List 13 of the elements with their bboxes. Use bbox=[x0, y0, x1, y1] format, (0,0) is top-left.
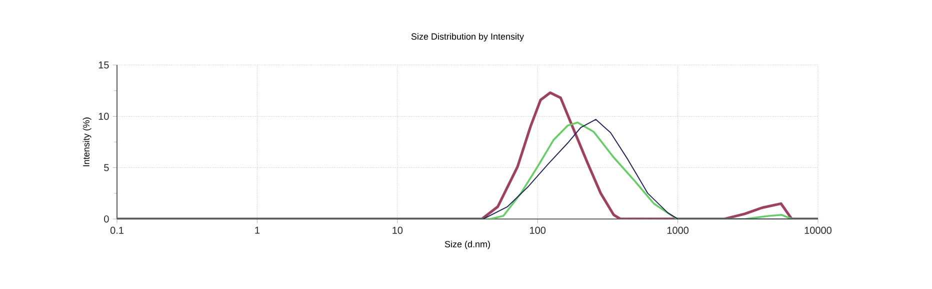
x-tick-label: 100 bbox=[530, 226, 546, 234]
y-tick-label: 15 bbox=[98, 62, 109, 68]
y-tick-label: 0 bbox=[104, 215, 109, 223]
x-tick-label: 10 bbox=[392, 226, 403, 234]
y-tick-label: 5 bbox=[104, 164, 109, 172]
x-tick-label: 1 bbox=[255, 226, 260, 234]
y-tick-label: 10 bbox=[98, 112, 109, 120]
x-axis-title: Size (d.nm) bbox=[444, 240, 490, 250]
chart-title: Size Distribution by Intensity bbox=[411, 33, 524, 42]
x-tick-label: 1000 bbox=[667, 226, 689, 234]
x-tick-label: 10000 bbox=[804, 226, 832, 234]
y-axis-title: Intensity (%) bbox=[82, 118, 92, 166]
x-tick-label: 0.1 bbox=[110, 226, 124, 234]
